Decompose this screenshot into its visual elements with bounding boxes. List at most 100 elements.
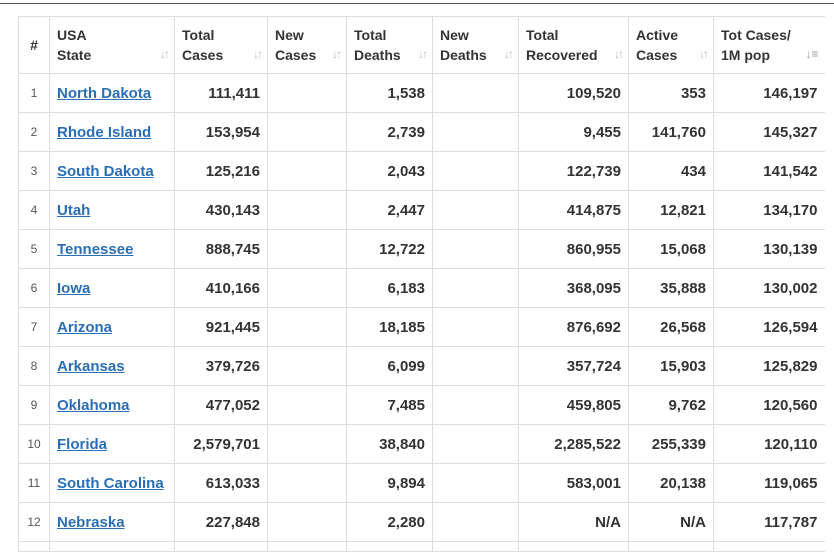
cell-total-deaths: 12,722 (346, 229, 433, 269)
sort-updown-icon[interactable]: ↓↑ (418, 47, 428, 61)
cell-total-recovered: 109,520 (518, 73, 629, 113)
cell-per-million: 146,197 (713, 73, 825, 113)
cell-new-cases (267, 268, 347, 308)
cell-new-cases (267, 463, 347, 503)
state-link[interactable]: Rhode Island (57, 123, 152, 141)
cell-new-cases (267, 229, 347, 269)
cell-new-deaths (432, 190, 519, 230)
cell-per-million: 130,002 (713, 268, 825, 308)
cell-per-million: 126,594 (713, 307, 825, 347)
cell-per-million: 130,139 (713, 229, 825, 269)
cell-total-recovered: 9,455 (518, 112, 629, 152)
cell-active-cases: 9,762 (628, 385, 714, 425)
cell-total-deaths: 7,485 (346, 385, 433, 425)
col-header-active-cases[interactable]: Active Cases ↓↑ (628, 16, 714, 74)
cell-new-cases (267, 151, 347, 191)
table-row: 8 Arkansas 379,726 6,099 357,724 15,903 125,82… (18, 346, 825, 386)
cell-per-million: 134,170 (713, 190, 825, 230)
col-header-total-recovered[interactable]: Total Recovered ↓↑ (518, 16, 629, 74)
col-header-state[interactable]: USA State ↓↑ (49, 16, 175, 74)
sort-updown-icon[interactable]: ↓↑ (160, 47, 170, 61)
cell-active-cases: 353 (628, 73, 714, 113)
cell-active-cases: 12,821 (628, 190, 714, 230)
sort-updown-icon[interactable]: ↓↑ (253, 47, 263, 61)
cell-total-deaths: 2,043 (346, 151, 433, 191)
col-header-total-cases[interactable]: Total Cases ↓↑ (174, 16, 268, 74)
cell-new-deaths (432, 502, 519, 542)
empty-cell (518, 541, 629, 552)
cell-per-million: 145,327 (713, 112, 825, 152)
state-link[interactable]: Iowa (57, 279, 91, 297)
cell-total-cases: 613,033 (174, 463, 268, 503)
cell-new-deaths (432, 385, 519, 425)
cell-total-cases: 111,411 (174, 73, 268, 113)
table-row: 9 Oklahoma 477,052 7,485 459,805 9,762 120,560 (18, 385, 825, 425)
cell-new-deaths (432, 112, 519, 152)
state-link[interactable]: Nebraska (57, 513, 125, 531)
cell-total-cases: 153,954 (174, 112, 268, 152)
state-cell: Arkansas (49, 346, 175, 386)
cell-per-million: 119,065 (713, 463, 825, 503)
cell-new-deaths (432, 73, 519, 113)
cell-total-deaths: 6,183 (346, 268, 433, 308)
cell-total-cases: 477,052 (174, 385, 268, 425)
cell-total-cases: 379,726 (174, 346, 268, 386)
state-link[interactable]: South Dakota (57, 162, 154, 180)
cell-active-cases: 35,888 (628, 268, 714, 308)
cell-active-cases: 255,339 (628, 424, 714, 464)
empty-cell (628, 541, 714, 552)
cell-per-million: 125,829 (713, 346, 825, 386)
col-header-new-cases[interactable]: New Cases ↓↑ (267, 16, 347, 74)
col-header-total-deaths[interactable]: Total Deaths ↓↑ (346, 16, 433, 74)
state-link[interactable]: North Dakota (57, 84, 152, 102)
table-row: 5 Tennessee 888,745 12,722 860,955 15,068 130,… (18, 229, 825, 269)
state-cell: Arizona (49, 307, 175, 347)
col-header-cases-per-million[interactable]: Tot Cases/1M pop ↓≡ (713, 16, 825, 74)
sort-updown-icon[interactable]: ↓↑ (699, 47, 709, 61)
cell-new-cases (267, 346, 347, 386)
state-link[interactable]: Arizona (57, 318, 113, 336)
cell-total-cases: 125,216 (174, 151, 268, 191)
state-link[interactable]: Utah (57, 201, 91, 219)
table-row: 2 Rhode Island 153,954 2,739 9,455 141,760 145… (18, 112, 825, 152)
state-link[interactable]: Arkansas (57, 357, 125, 375)
empty-cell (174, 541, 268, 552)
cell-new-cases (267, 112, 347, 152)
state-link[interactable]: Florida (57, 435, 108, 453)
cell-new-cases (267, 502, 347, 542)
state-link[interactable]: South Carolina (57, 474, 164, 492)
state-cell: Tennessee (49, 229, 175, 269)
table-row: 12 Nebraska 227,848 2,280 N/A N/A 117,787 (18, 502, 825, 542)
col-header-rank[interactable]: # (18, 16, 50, 74)
sort-updown-icon[interactable]: ↓↑ (614, 47, 624, 61)
cell-total-deaths: 2,739 (346, 112, 433, 152)
row-rank: 2 (18, 112, 50, 152)
state-link[interactable]: Oklahoma (57, 396, 130, 414)
cell-new-deaths (432, 268, 519, 308)
table-row: 1 North Dakota 111,411 1,538 109,520 353 146,1… (18, 73, 825, 113)
cell-total-cases: 921,445 (174, 307, 268, 347)
sort-updown-icon[interactable]: ↓↑ (504, 47, 514, 61)
empty-cell (49, 541, 175, 552)
state-link[interactable]: Tennessee (57, 240, 134, 258)
cell-total-recovered: 414,875 (518, 190, 629, 230)
sort-desc-icon[interactable]: ↓≡ (805, 47, 819, 61)
cell-active-cases: 434 (628, 151, 714, 191)
cell-total-deaths: 9,894 (346, 463, 433, 503)
cell-total-recovered: 876,692 (518, 307, 629, 347)
sort-updown-icon[interactable]: ↓↑ (332, 47, 342, 61)
usa-states-table: # USA State ↓↑ Total Cases ↓↑ New Cases ↓↑ Tot… (18, 16, 825, 552)
cell-total-cases: 888,745 (174, 229, 268, 269)
row-rank: 7 (18, 307, 50, 347)
state-cell: Rhode Island (49, 112, 175, 152)
empty-cell (432, 541, 519, 552)
cell-new-deaths (432, 346, 519, 386)
row-rank: 6 (18, 268, 50, 308)
cell-per-million: 120,560 (713, 385, 825, 425)
cell-per-million: 117,787 (713, 502, 825, 542)
col-header-new-deaths[interactable]: New Deaths ↓↑ (432, 16, 519, 74)
cell-active-cases: 15,903 (628, 346, 714, 386)
cell-total-deaths: 18,185 (346, 307, 433, 347)
table-row: 10 Florida 2,579,701 38,840 2,285,522 255,339… (18, 424, 825, 464)
cell-new-cases (267, 307, 347, 347)
